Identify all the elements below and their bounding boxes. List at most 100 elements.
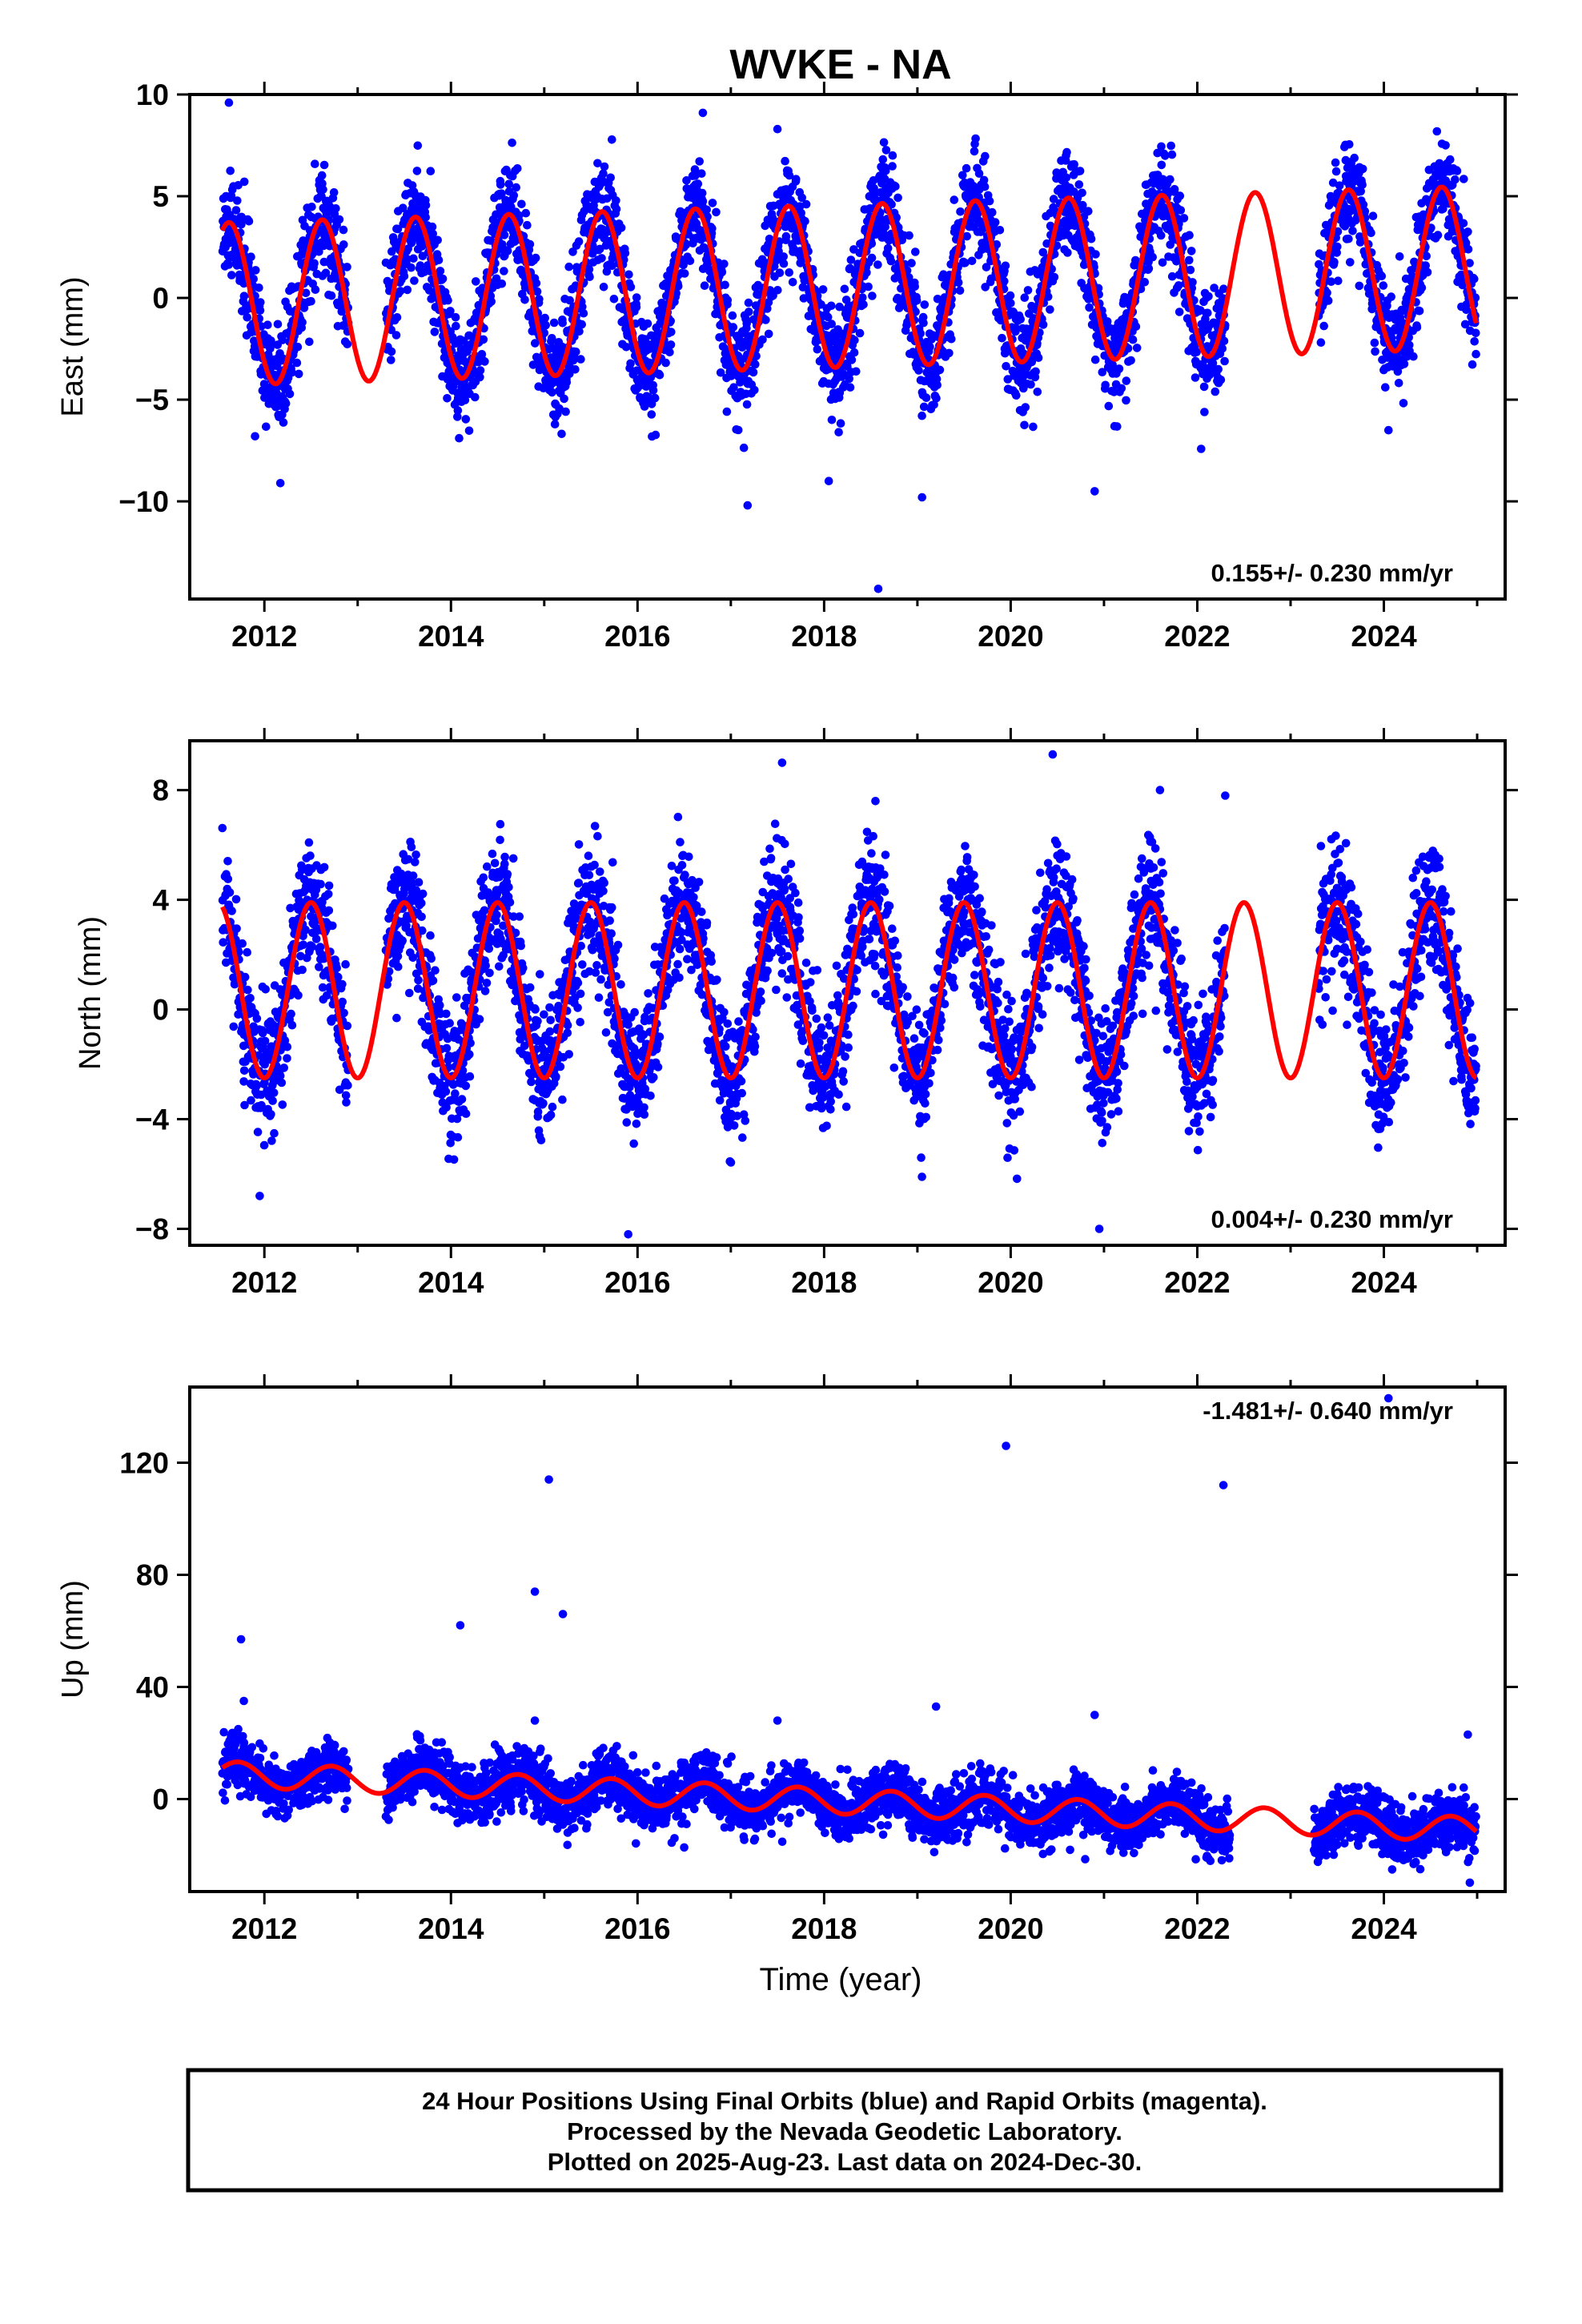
data-point [552, 1072, 560, 1081]
data-point [742, 400, 752, 409]
data-point [319, 160, 329, 170]
data-point [482, 979, 492, 987]
y-tick-label: 5 [152, 180, 169, 213]
data-point [1114, 364, 1124, 373]
data-point [252, 1014, 262, 1023]
data-point [461, 1081, 471, 1091]
outlier-point [773, 124, 782, 134]
data-point [443, 394, 452, 403]
data-point [626, 359, 635, 368]
data-point [849, 348, 859, 357]
x-tick-label: 2014 [418, 620, 484, 653]
y-axis-label: East (mm) [56, 276, 90, 416]
data-point [1412, 323, 1422, 332]
data-point [407, 842, 416, 851]
data-point [577, 320, 586, 329]
data-point [331, 203, 340, 213]
data-point [1038, 320, 1048, 329]
data-point [933, 380, 942, 390]
data-point [310, 259, 319, 268]
data-point [1166, 141, 1175, 151]
data-point [1377, 271, 1387, 281]
x-tick-label: 2012 [231, 620, 297, 653]
data-point [1334, 276, 1343, 286]
data-point [231, 895, 241, 904]
data-point [729, 323, 738, 332]
data-point [301, 288, 311, 298]
data-point [827, 416, 837, 424]
data-point [1355, 281, 1364, 291]
data-point [1001, 261, 1010, 271]
data-point [533, 1016, 542, 1026]
data-point [852, 367, 861, 376]
data-point [408, 871, 418, 880]
data-point [1186, 265, 1195, 275]
data-point [1170, 185, 1179, 194]
data-point [750, 385, 759, 395]
data-point [545, 1027, 555, 1036]
data-point [1078, 188, 1086, 198]
data-point [233, 196, 242, 205]
data-point [576, 355, 585, 364]
data-point [1062, 173, 1071, 183]
data-point [933, 295, 942, 304]
data-point [287, 368, 296, 377]
data-point [268, 1096, 277, 1105]
data-point [403, 285, 412, 295]
data-point [839, 369, 848, 379]
data-point [565, 296, 574, 305]
data-point [329, 188, 339, 197]
data-point [1470, 337, 1479, 346]
data-point [316, 879, 325, 889]
data-point [332, 963, 342, 972]
data-point [531, 1005, 540, 1014]
data-point [555, 404, 564, 413]
data-point [1395, 252, 1404, 261]
data-point [985, 196, 994, 206]
data-point [497, 189, 506, 198]
y-tick-label: 10 [136, 78, 169, 111]
data-point [556, 1062, 565, 1072]
data-point [532, 279, 541, 287]
data-point [399, 203, 408, 212]
north-points [218, 750, 1480, 1239]
data-point [1020, 420, 1029, 430]
data-point [1101, 380, 1110, 390]
data-point [764, 329, 773, 339]
data-point [1167, 271, 1177, 281]
data-point [693, 179, 703, 188]
data-point [661, 358, 670, 368]
data-point [970, 147, 979, 156]
data-point [442, 1009, 451, 1019]
data-point [523, 220, 532, 230]
data-point [761, 316, 770, 324]
data-point [608, 135, 616, 144]
data-point [914, 366, 923, 375]
data-point [905, 231, 913, 240]
data-point [1176, 206, 1186, 215]
data-point [278, 1100, 287, 1109]
data-point [891, 182, 900, 191]
data-point [728, 311, 737, 320]
data-point [682, 176, 691, 185]
data-point [461, 1109, 471, 1118]
data-point [930, 400, 938, 409]
data-point [558, 319, 567, 328]
data-point [285, 389, 295, 399]
data-point [1379, 281, 1388, 290]
data-point [339, 225, 348, 235]
data-point [532, 287, 542, 296]
data-point [428, 976, 438, 985]
data-point [801, 199, 811, 209]
rate-label: 0.155+/- 0.230 mm/yr [1211, 559, 1453, 587]
data-point [497, 279, 507, 288]
data-point [752, 352, 761, 360]
y-tick-label: −10 [118, 485, 169, 518]
data-point [407, 263, 416, 272]
data-point [698, 197, 708, 206]
data-point [781, 231, 791, 241]
data-point [503, 247, 512, 255]
data-point [967, 256, 977, 266]
data-point [841, 296, 851, 304]
data-point [721, 280, 729, 290]
